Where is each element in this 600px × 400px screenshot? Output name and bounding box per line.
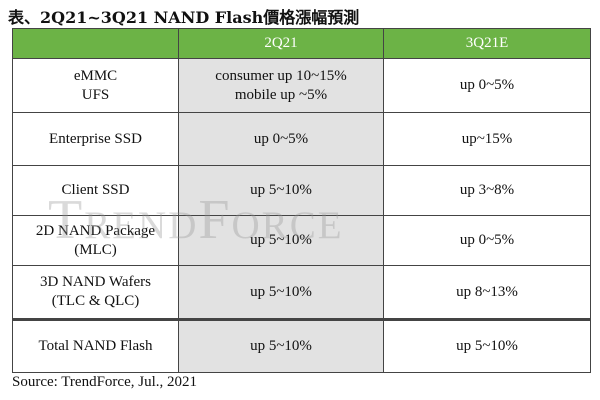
cell-text: (MLC) xyxy=(74,241,117,258)
table-cell: up 5~10% xyxy=(179,166,384,216)
table-cell: up 5~10% xyxy=(179,319,384,373)
table-cell: Enterprise SSD xyxy=(13,113,179,166)
table-cell: up 8~13% xyxy=(384,266,591,319)
table-cell: up 5~10% xyxy=(179,266,384,319)
cell-text: Enterprise SSD xyxy=(49,130,142,147)
table-cell: up~15% xyxy=(384,113,591,166)
cell-text: UFS xyxy=(81,86,110,103)
cell-text: up 5~10% xyxy=(250,182,312,198)
cell-text: eMMC xyxy=(73,67,118,84)
header-cell xyxy=(13,29,179,59)
table-cell: up 5~10% xyxy=(384,319,591,373)
cell-text: up 8~13% xyxy=(456,283,518,300)
cell-text: Total NAND Flash xyxy=(38,338,153,354)
table-cell: up 0~5% xyxy=(384,59,591,113)
table-cell: 3D NAND Wafers (TLC & QLC) xyxy=(13,266,179,319)
cell-text: up 5~10% xyxy=(250,232,312,248)
table: 2Q21 3Q21E eMMC UFS consumer up 10~15% mobile… xyxy=(12,28,591,373)
table-cell: eMMC UFS xyxy=(13,59,179,113)
cell-text: consumer up 10~15% xyxy=(215,67,347,84)
cell-text: up 0~5% xyxy=(459,77,515,93)
cell-text: Client SSD xyxy=(61,182,130,198)
cell-text: (TLC & QLC) xyxy=(51,293,140,309)
table-cell: up 3~8% xyxy=(384,166,591,216)
title: 表、2Q21~3Q21 NAND Flash價格漲幅預測 xyxy=(8,8,360,27)
cell-text: up 5~10% xyxy=(250,338,312,354)
header-cell: 3Q21E xyxy=(384,29,591,59)
cell-text: 3D NAND Wafers xyxy=(40,274,151,290)
cell-text: up 3~8% xyxy=(459,182,515,198)
table-cell: up 5~10% xyxy=(179,216,384,266)
cell-text: 2D NAND Package xyxy=(35,222,156,239)
cell-text: up 5~10% xyxy=(250,283,312,300)
source: Source: TrendForce, Jul., 2021 xyxy=(12,374,197,390)
cell-text: up~15% xyxy=(461,130,513,147)
cell-text: 3Q21E xyxy=(465,35,509,51)
header-cell: 2Q21 xyxy=(179,29,384,59)
table-cell: consumer up 10~15% mobile up ~5% xyxy=(179,59,384,113)
table-cell: up 0~5% xyxy=(179,113,384,166)
cell-text: up 5~10% xyxy=(456,338,518,354)
table-cell: Client SSD xyxy=(13,166,179,216)
table-cell: 2D NAND Package (MLC) xyxy=(13,216,179,266)
table-cell: up 0~5% xyxy=(384,216,591,266)
cell-text: up 0~5% xyxy=(459,232,515,248)
table-cell: Total NAND Flash xyxy=(13,319,179,373)
cell-text: 2Q21 xyxy=(264,35,298,51)
cell-text: up 0~5% xyxy=(253,130,309,147)
cell-text: mobile up ~5% xyxy=(234,86,328,103)
